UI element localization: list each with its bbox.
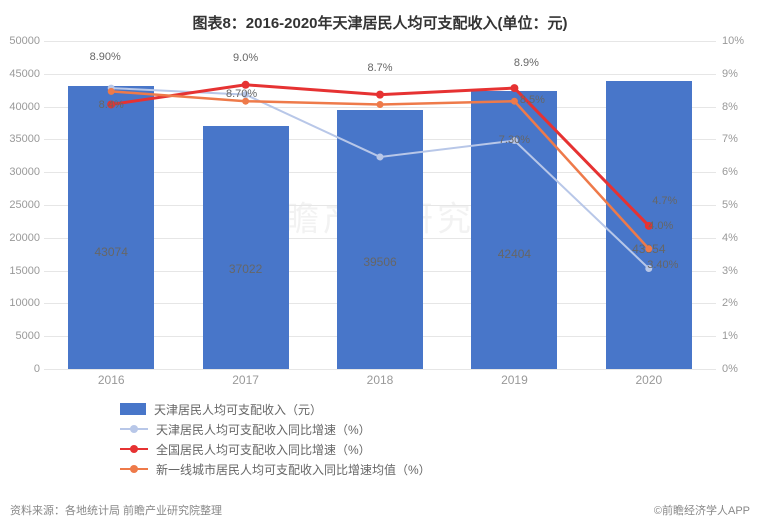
y-left-label: 50000 — [4, 35, 40, 47]
x-axis-label: 2018 — [313, 369, 447, 391]
y-left-label: 20000 — [4, 232, 40, 244]
line-path — [111, 88, 649, 268]
line-marker — [376, 91, 384, 99]
point-label: 8.9% — [514, 57, 539, 69]
chart-title: 图表8：2016-2020年天津居民人均可支配收入(单位：元) — [0, 0, 760, 41]
footer: 资料来源：各地统计局 前瞻产业研究院整理 ©前瞻经济学人APP — [10, 502, 750, 518]
source-text: 资料来源：各地统计局 前瞻产业研究院整理 — [10, 502, 222, 518]
x-axis-label: 2017 — [178, 369, 312, 391]
y-right-label: 8% — [722, 101, 754, 113]
legend-label: 天津居民人均可支配收入（元） — [154, 401, 322, 418]
x-axis-label: 2020 — [582, 369, 716, 391]
chart-area: 前瞻产业研究院 05000100001500020000250003000035… — [44, 41, 716, 391]
legend-swatch-bar — [120, 403, 146, 415]
y-left-label: 30000 — [4, 166, 40, 178]
y-right-label: 0% — [722, 363, 754, 375]
y-right-label: 4% — [722, 232, 754, 244]
point-label: 8.90% — [90, 51, 121, 63]
point-label: 9.0% — [233, 52, 258, 64]
legend-swatch-line — [120, 428, 148, 430]
line-marker — [377, 153, 384, 160]
legend-label: 全国居民人均可支配收入同比增速（%） — [156, 441, 371, 458]
y-left-label: 25000 — [4, 199, 40, 211]
y-right-label: 5% — [722, 199, 754, 211]
legend-label: 新一线城市居民人均可支配收入同比增速均值（%） — [156, 461, 431, 478]
copyright-text: ©前瞻经济学人APP — [654, 502, 750, 518]
line-marker — [511, 98, 518, 105]
y-right-label: 7% — [722, 133, 754, 145]
y-right-label: 9% — [722, 68, 754, 80]
point-label: 8.4% — [99, 99, 124, 111]
y-left-label: 40000 — [4, 101, 40, 113]
legend-swatch-line — [120, 448, 148, 450]
point-label: 4.0% — [648, 220, 673, 232]
y-right-label: 3% — [722, 265, 754, 277]
point-label: 8.7% — [367, 62, 392, 74]
legend-row: 全国居民人均可支配收入同比增速（%） — [120, 439, 760, 459]
line-marker — [377, 101, 384, 108]
line-marker — [645, 245, 652, 252]
x-axis-label: 2016 — [44, 369, 178, 391]
legend-label: 天津居民人均可支配收入同比增速（%） — [156, 421, 371, 438]
point-label: 7.30% — [499, 134, 530, 146]
x-axis: 20162017201820192020 — [44, 369, 716, 391]
legend: 天津居民人均可支配收入（元） 天津居民人均可支配收入同比增速（%） 全国居民人均可支… — [120, 399, 760, 479]
y-left-label: 15000 — [4, 265, 40, 277]
line-path — [111, 91, 649, 248]
y-left-label: 10000 — [4, 297, 40, 309]
y-left-label: 0 — [4, 363, 40, 375]
line-marker — [510, 84, 518, 92]
point-label: 8.70% — [226, 88, 257, 100]
y-left-label: 5000 — [4, 330, 40, 342]
point-label: 3.40% — [647, 259, 678, 271]
x-axis-label: 2019 — [447, 369, 581, 391]
legend-swatch-line — [120, 468, 148, 470]
y-right-label: 10% — [722, 35, 754, 47]
legend-row: 新一线城市居民人均可支配收入同比增速均值（%） — [120, 459, 760, 479]
y-right-label: 6% — [722, 166, 754, 178]
legend-row: 天津居民人均可支配收入（元） — [120, 399, 760, 419]
point-label: 8.5% — [520, 94, 545, 106]
y-left-label: 35000 — [4, 133, 40, 145]
legend-row: 天津居民人均可支配收入同比增速（%） — [120, 419, 760, 439]
y-right-label: 2% — [722, 297, 754, 309]
y-right-label: 1% — [722, 330, 754, 342]
point-label: 4.7% — [652, 195, 677, 207]
line-marker — [108, 88, 115, 95]
y-left-label: 45000 — [4, 68, 40, 80]
lines-layer — [44, 41, 716, 391]
